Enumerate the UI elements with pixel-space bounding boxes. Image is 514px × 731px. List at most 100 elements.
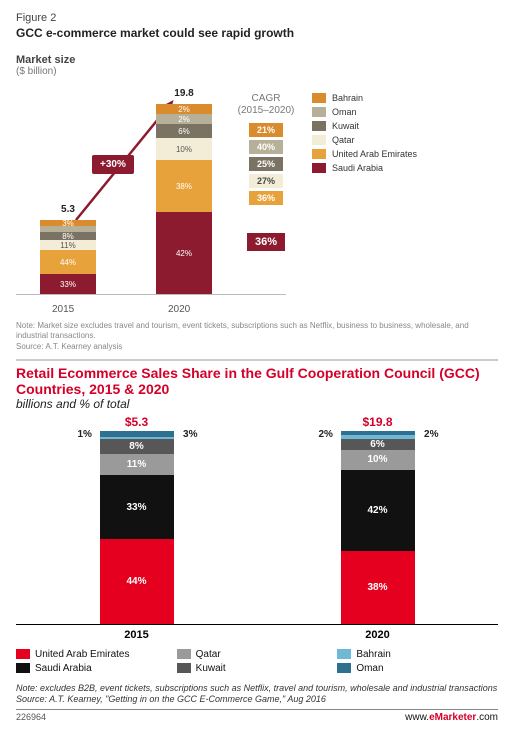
cagr-badge: 40% <box>249 140 283 154</box>
em-segment-uae: 38% <box>341 551 415 624</box>
em-axis-2015: 2015 <box>26 629 248 641</box>
em-cap-2015-left: 1% <box>78 429 92 440</box>
legend-swatch <box>312 93 326 103</box>
em-note: Note: excludes B2B, event tickets, subsc… <box>16 683 498 705</box>
legend-label: Oman <box>356 663 383 674</box>
legend-item: Qatar <box>312 135 462 145</box>
fig2-subtitle-2: ($ billion) <box>16 66 498 77</box>
legend-item: Bahrain <box>312 93 462 103</box>
em-axis: 2015 2020 <box>16 629 498 641</box>
legend-swatch <box>312 163 326 173</box>
legend-label: Oman <box>332 107 357 117</box>
em-cap-2020-left: 2% <box>319 429 333 440</box>
em-bar-2020-wrap: $19.8 2% 2% 6%10%42%38% <box>267 415 489 624</box>
legend-label: Qatar <box>332 135 355 145</box>
em-bar-2015: 1% 3% 8%11%33%44% <box>100 431 174 624</box>
em-segment-kuwait: 8% <box>100 439 174 454</box>
cagr-badge: 21% <box>249 123 283 137</box>
bar-total-label: 19.8 <box>156 88 212 99</box>
em-segment-qatar: 10% <box>341 450 415 469</box>
bar-segment-oman: 2% <box>156 114 212 124</box>
fig2-note: Note: Market size excludes travel and to… <box>16 321 498 342</box>
em-segment-qatar: 11% <box>100 454 174 475</box>
page-container: Figure 2 GCC e-commerce market could see… <box>0 0 514 731</box>
em-total-2020: $19.8 <box>362 415 392 429</box>
legend-label: Kuwait <box>196 663 226 674</box>
em-legend-item: Bahrain <box>337 649 498 660</box>
legend-swatch <box>16 663 30 673</box>
em-title: Retail Ecommerce Sales Share in the Gulf… <box>16 365 498 397</box>
legend-item: Saudi Arabia <box>312 163 462 173</box>
legend-label: Saudi Arabia <box>35 663 92 674</box>
legend-swatch <box>337 649 351 659</box>
legend-label: Bahrain <box>356 649 390 660</box>
em-cap-2015-right: 3% <box>183 429 197 440</box>
bar-total-label: 5.3 <box>40 204 96 215</box>
cagr-badge: 27% <box>249 174 283 188</box>
em-site-prefix: www. <box>405 712 429 723</box>
cagr-column: CAGR(2015–2020) 21%40%25%27%36% 36% <box>236 93 296 251</box>
legend-swatch <box>312 121 326 131</box>
fig2-subtitle-1: Market size <box>16 54 498 66</box>
legend-label: Bahrain <box>332 93 363 103</box>
bar-segment-saudi: 42% <box>156 212 212 294</box>
em-legend-item: Kuwait <box>177 663 338 674</box>
legend-swatch <box>337 663 351 673</box>
em-bar-2015-wrap: $5.3 1% 3% 8%11%33%44% <box>26 415 248 624</box>
fig2-source: Source: A.T. Kearney analysis <box>16 342 498 351</box>
legend-swatch <box>16 649 30 659</box>
bar-segment-uae: 38% <box>156 160 212 212</box>
em-segment-saudi: 33% <box>100 475 174 539</box>
legend-item: Oman <box>312 107 462 117</box>
em-legend-item: Oman <box>337 663 498 674</box>
legend-swatch <box>312 149 326 159</box>
bar-segment-kuwait: 6% <box>156 124 212 138</box>
bar-segment-qatar: 10% <box>156 138 212 160</box>
em-subtitle: billions and % of total <box>16 397 498 411</box>
bar-segment-bahrain: 2% <box>156 104 212 114</box>
em-legend-item: Saudi Arabia <box>16 663 177 674</box>
em-legend-item: Qatar <box>177 649 338 660</box>
legend-label: United Arab Emirates <box>332 149 417 159</box>
em-legend: United Arab Emirates Qatar Bahrain Saudi Ar… <box>16 649 498 677</box>
bar-segment-saudi: 33% <box>40 274 96 294</box>
figure-label: Figure 2 <box>16 12 498 24</box>
em-axis-2020: 2020 <box>267 629 489 641</box>
legend-swatch <box>177 663 191 673</box>
em-bar-2020: 2% 2% 6%10%42%38% <box>341 431 415 624</box>
legend-label: Kuwait <box>332 121 359 131</box>
em-total-2015: $5.3 <box>125 415 148 429</box>
em-footer-site: www.eMarketer.com <box>405 712 498 723</box>
em-segment-kuwait: 6% <box>341 439 415 451</box>
legend-swatch <box>312 135 326 145</box>
bar-segment-uae: 44% <box>40 250 96 274</box>
cagr-badge: 25% <box>249 157 283 171</box>
em-site-brand: eMarketer <box>429 712 476 723</box>
em-footer: 226964 www.eMarketer.com <box>16 709 498 723</box>
bar-segment-kuwait: 8% <box>40 232 96 240</box>
emarketer-block: Retail Ecommerce Sales Share in the Gulf… <box>16 359 498 723</box>
cagr-header: CAGR(2015–2020) <box>236 93 296 117</box>
bar-segment-qatar: 11% <box>40 240 96 250</box>
fig2-title: GCC e-commerce market could see rapid gr… <box>16 26 498 40</box>
bar-2015: 5.33%8%11%44%33% <box>40 220 96 294</box>
bar-2020: 19.82%2%6%10%38%42% <box>156 104 212 294</box>
axis-label-2015: 2015 <box>52 304 74 315</box>
legend-swatch <box>312 107 326 117</box>
legend-label: Saudi Arabia <box>332 163 383 173</box>
growth-badge: +30% <box>92 155 134 174</box>
fig2-chart: +30% 5.33%8%11%44%33% 19.82%2%6%10%38%42… <box>16 85 498 315</box>
legend-swatch <box>177 649 191 659</box>
legend-item: United Arab Emirates <box>312 149 462 159</box>
axis-label-2020: 2020 <box>168 304 190 315</box>
em-chart: $5.3 1% 3% 8%11%33%44% $19.8 2% 2% 6%10%… <box>16 415 498 625</box>
em-segment-uae: 44% <box>100 539 174 624</box>
fig2-legend: Bahrain Oman Kuwait Qatar United Arab Emirat… <box>312 93 462 177</box>
legend-item: Kuwait <box>312 121 462 131</box>
em-legend-item: United Arab Emirates <box>16 649 177 660</box>
legend-label: United Arab Emirates <box>35 649 130 660</box>
legend-label: Qatar <box>196 649 221 660</box>
fig2-block: Figure 2 GCC e-commerce market could see… <box>16 12 498 351</box>
cagr-total-badge: 36% <box>247 233 285 251</box>
em-cap-2020-right: 2% <box>424 429 438 440</box>
